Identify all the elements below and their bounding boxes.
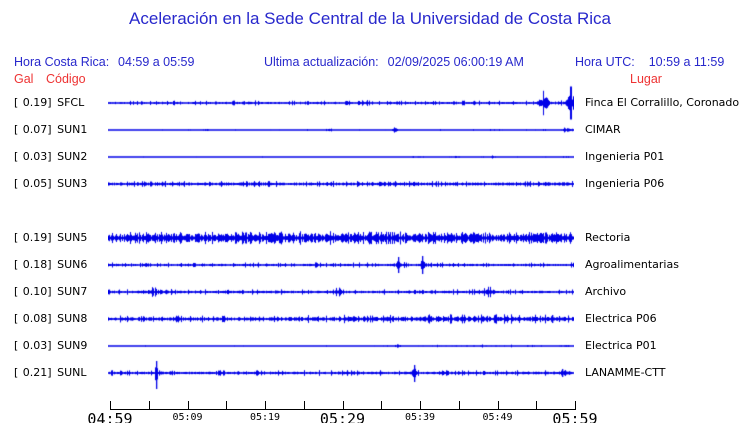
station-code: SUNL <box>57 366 87 379</box>
seismogram-trace-sunl <box>108 355 574 391</box>
hora-utc-label: Hora UTC: <box>575 55 635 69</box>
bracket-close: ] <box>47 366 56 379</box>
x-axis-tick <box>575 401 576 409</box>
bracket-open: [ <box>14 312 19 325</box>
bracket-open: [ <box>14 339 19 352</box>
bracket-close: ] <box>47 150 56 163</box>
station-gal-code-label: [0.08] SUN8 <box>14 312 87 326</box>
ultima-actualizacion-label: Ultima actualización: <box>264 55 379 69</box>
x-axis-tick-label: 05:39 <box>404 412 436 423</box>
station-lugar: Archivo <box>585 285 627 298</box>
x-axis-tick-label: 05:49 <box>482 412 513 423</box>
station-code: SUN6 <box>57 258 88 271</box>
station-code: SUN8 <box>57 312 88 325</box>
station-gal-value: 0.03 <box>22 150 48 163</box>
station-lugar: Electrica P06 <box>585 312 657 325</box>
station-code: SUN9 <box>57 339 88 352</box>
station-gal-code-label: [0.21] SUNL <box>14 366 86 380</box>
x-axis-tick <box>226 401 228 409</box>
station-gal-value: 0.19 <box>22 96 48 109</box>
station-gal-code-label: [0.18] SUN6 <box>14 258 87 272</box>
bracket-open: [ <box>14 123 19 136</box>
station-gal-code-label: [0.05] SUN3 <box>14 177 87 191</box>
station-gal-value: 0.18 <box>22 258 48 271</box>
bracket-close: ] <box>47 231 56 244</box>
station-code: SUN1 <box>57 123 88 136</box>
x-axis-tick-label: 05:19 <box>249 412 281 423</box>
station-code: SUN3 <box>57 177 88 190</box>
seismogram-trace-sun3 <box>108 166 574 202</box>
station-gal-code-label: [0.19] SUN5 <box>14 231 87 245</box>
x-axis-tick <box>381 401 383 409</box>
x-axis-tick <box>342 401 344 409</box>
header-times-row: Hora Costa Rica: 04:59 a 05:59 Ultima ac… <box>0 55 740 70</box>
x-axis-tick <box>303 401 305 409</box>
ultima-actualizacion-value: 02/09/2025 06:00:19 AM <box>387 55 524 69</box>
x-axis-line <box>110 409 576 410</box>
bracket-close: ] <box>47 123 56 136</box>
station-lugar: Finca El Corralillo, Coronado <box>585 96 740 109</box>
bracket-open: [ <box>14 285 19 298</box>
hora-costa-rica-value: 04:59 a 05:59 <box>118 55 195 69</box>
bracket-close: ] <box>47 258 56 271</box>
station-gal-value: 0.08 <box>22 312 48 325</box>
station-code: SUN2 <box>57 150 88 163</box>
x-axis-tick <box>458 401 460 409</box>
station-code: SUN5 <box>57 231 88 244</box>
station-lugar: Electrica P01 <box>585 339 657 352</box>
x-axis-tick <box>187 401 189 409</box>
page-title: Aceleración en la Sede Central de la Uni… <box>129 9 611 28</box>
bracket-open: [ <box>14 258 19 271</box>
x-axis-tick <box>110 401 111 409</box>
x-axis-tick-label: 05:29 <box>319 410 366 423</box>
station-lugar: Ingenieria P06 <box>585 177 665 190</box>
bracket-open: [ <box>14 231 19 244</box>
bracket-close: ] <box>47 285 56 298</box>
bracket-open: [ <box>14 177 19 190</box>
x-axis-tick <box>536 401 538 409</box>
x-axis-tick-label: 05:09 <box>172 412 203 423</box>
bracket-close: ] <box>47 312 56 325</box>
column-header-codigo: Código <box>46 72 86 86</box>
column-header-lugar: Lugar <box>630 72 662 86</box>
x-axis-tick <box>265 401 266 409</box>
station-gal-value: 0.19 <box>22 231 48 244</box>
station-gal-value: 0.21 <box>22 366 48 379</box>
bracket-close: ] <box>47 177 56 190</box>
station-gal-code-label: [0.10] SUN7 <box>14 285 87 299</box>
x-axis-tick <box>497 401 499 409</box>
station-gal-code-label: [0.03] SUN9 <box>14 339 87 353</box>
x-axis-tick <box>148 401 150 409</box>
hora-utc: Hora UTC: 10:59 a 11:59 <box>575 55 724 69</box>
bracket-open: [ <box>14 96 19 109</box>
station-gal-code-label: [0.19] SFCL <box>14 96 84 110</box>
station-gal-code-label: [0.07] SUN1 <box>14 123 87 137</box>
bracket-close: ] <box>47 96 56 109</box>
x-axis-tick-label: 04:59 <box>87 410 133 423</box>
station-code: SUN7 <box>57 285 88 298</box>
station-gal-code-label: [0.03] SUN2 <box>14 150 87 164</box>
x-axis-tick <box>420 401 421 409</box>
station-gal-value: 0.10 <box>22 285 48 298</box>
header-columns-row: Gal Código Lugar <box>0 72 740 87</box>
station-gal-value: 0.07 <box>22 123 48 136</box>
x-axis-tick-label: 05:59 <box>552 410 598 423</box>
bracket-open: [ <box>14 150 19 163</box>
bracket-open: [ <box>14 366 19 379</box>
station-lugar: Agroalimentarias <box>585 258 679 271</box>
bracket-close: ] <box>47 339 56 352</box>
station-lugar: Ingenieria P01 <box>585 150 665 163</box>
column-header-gal: Gal <box>14 72 34 86</box>
hora-utc-value: 10:59 a 11:59 <box>648 55 725 69</box>
station-lugar: CIMAR <box>585 123 621 136</box>
hora-costa-rica-label: Hora Costa Rica: <box>14 55 110 69</box>
station-lugar: LANAMME-CTT <box>585 366 666 379</box>
station-gal-value: 0.03 <box>22 339 48 352</box>
station-gal-value: 0.05 <box>22 177 48 190</box>
station-lugar: Rectoria <box>585 231 631 244</box>
ultima-actualizacion: Ultima actualización: 02/09/2025 06:00:19… <box>264 55 524 69</box>
station-code: SFCL <box>57 96 85 109</box>
